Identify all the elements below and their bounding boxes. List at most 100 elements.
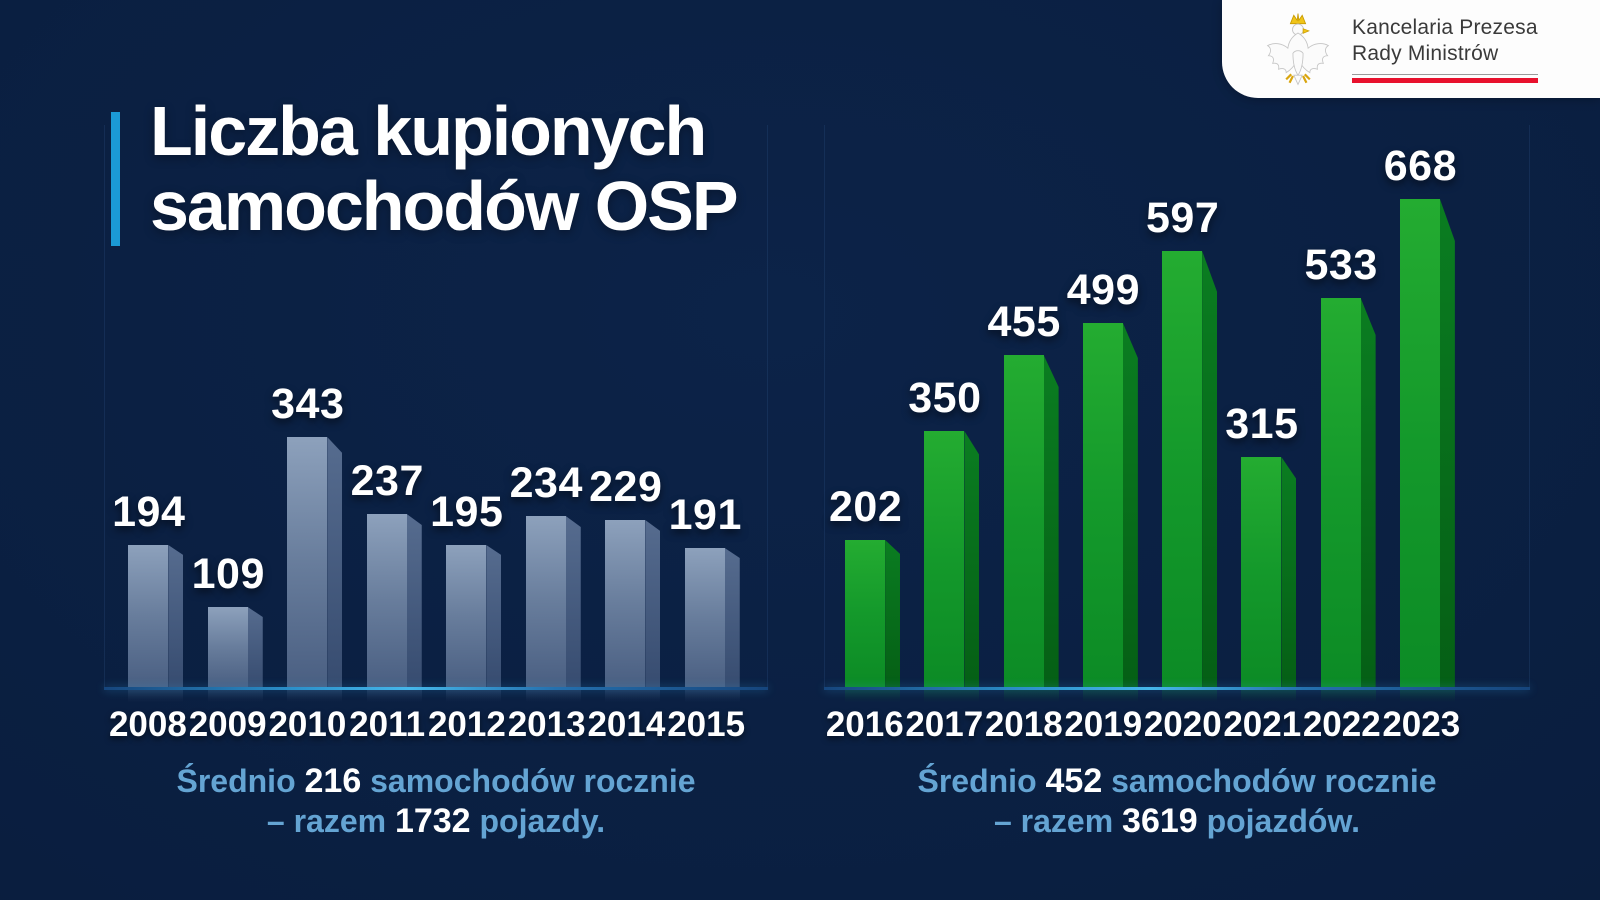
caption-right-post: samochodów rocznie (1111, 763, 1437, 799)
bar-column: 202 (829, 483, 912, 702)
bar-front-face (605, 520, 646, 687)
bar-front-face (1399, 199, 1440, 687)
bar-front-face (845, 540, 886, 687)
bar (605, 520, 661, 702)
year-label: 2018 (984, 705, 1063, 744)
bar-side-face (327, 437, 343, 687)
bar-column: 229 (589, 463, 673, 702)
year-label: 2019 (1064, 705, 1143, 744)
bar-column: 350 (908, 374, 991, 702)
caption-right-pre2: – razem (993, 803, 1114, 839)
bar (366, 514, 422, 702)
bar (1162, 251, 1218, 702)
bar-front-face (366, 514, 407, 687)
caption-right-average-value: 452 (1045, 762, 1103, 800)
logo-text-block: Kancelaria Prezesa Rady Ministrów (1352, 15, 1538, 83)
bar-front-face (1082, 323, 1123, 687)
bar (525, 516, 581, 702)
caption-left-pre2: – razem (266, 803, 387, 839)
bar-value-label: 350 (908, 374, 982, 422)
year-axis-left: 2008 2009 2010 2011 2012 2013 2014 2015 (104, 705, 768, 745)
bar-front-face (207, 607, 248, 687)
year-label: 2022 (1302, 705, 1381, 744)
bar-side-face (1281, 457, 1297, 687)
caption-right: Średnio 452 samochodów rocznie – razem 3… (824, 761, 1530, 841)
logo-org-line1: Kancelaria Prezesa (1352, 16, 1538, 39)
bar-column: 237 (351, 457, 435, 702)
year-label: 2017 (905, 705, 984, 744)
year-label: 2010 (268, 705, 347, 744)
bar (1241, 457, 1297, 702)
caption-left-total-value: 1732 (394, 802, 471, 840)
bars-area-2016-2023: 202 350 455 499 597 315 533 668 (824, 125, 1530, 702)
year-label: 2016 (825, 705, 904, 744)
bar-value-label: 455 (987, 298, 1061, 346)
bar-value-label: 195 (430, 488, 504, 536)
bar-front-face (1003, 355, 1044, 687)
bar-column: 234 (510, 459, 594, 702)
logo-org-line2: Rady Ministrów (1352, 42, 1499, 65)
bar-side-face (486, 545, 502, 687)
bar-front-face (1241, 457, 1282, 687)
bar (1320, 298, 1376, 702)
bar (845, 540, 901, 702)
bar-front-face (684, 548, 725, 687)
chart-2008-2015: 194 109 343 237 195 234 229 191 2008 2009 2010 201… (104, 125, 768, 841)
bar-column: 195 (430, 488, 514, 702)
bar-side-face (645, 520, 661, 687)
caption-right-total-value: 3619 (1122, 802, 1198, 840)
title-accent-bar (111, 112, 120, 246)
kprm-logo-card: Kancelaria Prezesa Rady Ministrów (1222, 0, 1600, 98)
bar-value-label: 668 (1383, 142, 1457, 190)
bar-value-label: 237 (350, 457, 424, 505)
year-axis-right: 2016 2017 2018 2019 2020 2021 2022 2023 (824, 705, 1530, 745)
caption-left: Średnio 216 samochodów rocznie – razem 1… (104, 761, 768, 841)
bar (1082, 323, 1138, 702)
caption-right-post2: pojazdów. (1206, 803, 1361, 839)
bar (446, 545, 502, 702)
bar-side-face (1202, 251, 1218, 687)
bar-column: 194 (112, 488, 196, 702)
bar-side-face (885, 540, 901, 687)
bar-value-label: 533 (1304, 241, 1378, 289)
bar-side-face (1360, 298, 1376, 687)
page-title-line1: Liczba kupionych (150, 92, 707, 170)
bar-side-face (1122, 323, 1138, 687)
year-label: 2015 (667, 705, 746, 744)
bar-side-face (1439, 199, 1455, 687)
bar (924, 431, 980, 702)
bar-value-label: 191 (668, 491, 742, 539)
year-label: 2020 (1143, 705, 1222, 744)
bar-front-face (287, 437, 328, 687)
axis-baseline-right (824, 687, 1530, 690)
bar-column: 668 (1384, 142, 1467, 702)
bar-column: 455 (988, 298, 1071, 702)
bar (1399, 199, 1455, 702)
bar-side-face (724, 548, 740, 687)
bar-value-label: 315 (1225, 400, 1299, 448)
caption-left-pre: Średnio (176, 763, 296, 799)
bar-column: 597 (1146, 194, 1229, 702)
page-title-line2: samochodów OSP (150, 167, 739, 245)
bar-front-face (1162, 251, 1203, 687)
caption-left-average-value: 216 (304, 762, 362, 800)
year-label: 2011 (349, 705, 426, 744)
bar-side-face (406, 514, 422, 687)
bar-front-face (1320, 298, 1361, 687)
bar-value-label: 499 (1066, 266, 1140, 314)
bar-side-face (247, 607, 263, 687)
caption-right-pre: Średnio (917, 763, 1037, 799)
bar-value-label: 234 (509, 459, 583, 507)
bar-column: 343 (271, 380, 355, 702)
caption-left-post: samochodów rocznie (370, 763, 696, 799)
polish-eagle-emblem-icon (1266, 13, 1330, 86)
year-label: 2013 (507, 705, 586, 744)
bar-side-face (1043, 355, 1059, 687)
bar-column: 315 (1225, 400, 1308, 702)
bar-column: 109 (192, 550, 276, 702)
caption-left-post2: pojazdy. (479, 803, 606, 839)
chart-2016-2023: 202 350 455 499 597 315 533 668 2016 2017 2018 201… (824, 125, 1530, 841)
bar-front-face (446, 545, 487, 687)
bar-value-label: 109 (191, 550, 265, 598)
